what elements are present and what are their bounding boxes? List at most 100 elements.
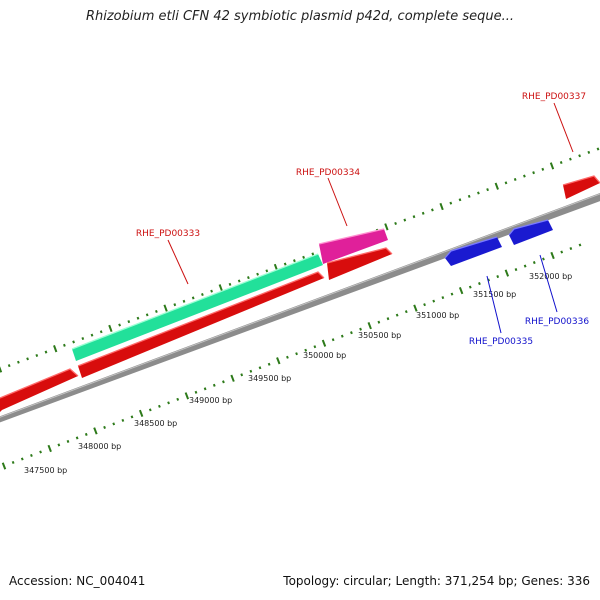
outer-tick <box>163 304 168 312</box>
inner-tick <box>121 418 125 422</box>
outer-tick <box>90 333 94 337</box>
outer-tick <box>532 171 535 175</box>
gene-feature-rhe-pd00333-lower[interactable] <box>77 271 325 378</box>
gene-feature-rhe-pd00334[interactable] <box>318 228 388 264</box>
inner-tick <box>550 251 555 260</box>
inner-tick <box>112 422 116 426</box>
inner-tick <box>569 246 573 251</box>
outer-tick <box>218 284 223 292</box>
position-label: 351000 bp <box>416 311 459 320</box>
inner-tick <box>578 243 582 247</box>
inner-tick <box>75 436 79 440</box>
outer-tick <box>549 162 555 170</box>
gene-label-rhe-pd00334[interactable]: RHE_PD00334 <box>296 168 360 178</box>
outer-tick <box>136 316 140 320</box>
inner-tick <box>240 373 244 377</box>
inner-tick <box>504 269 510 277</box>
outer-tick <box>247 276 250 280</box>
outer-tick <box>569 157 572 161</box>
outer-tick <box>311 252 315 256</box>
outer-tick <box>384 223 389 231</box>
inner-tick <box>158 404 161 408</box>
outer-tick <box>431 208 434 212</box>
outer-tick <box>486 188 489 192</box>
outer-tick <box>587 150 591 154</box>
inner-tick <box>496 275 500 279</box>
gene-feature-rhe-pd00337[interactable] <box>562 175 600 199</box>
inner-tick <box>321 339 327 347</box>
inner-tick <box>542 257 545 261</box>
gene-label-rhe-pd00333[interactable]: RHE_PD00333 <box>136 229 200 239</box>
outer-tick <box>17 360 20 364</box>
inner-tick <box>468 285 472 289</box>
gene-label-rhe-pd00337[interactable]: RHE_PD00337 <box>522 92 586 102</box>
outer-tick <box>394 221 397 225</box>
outer-tick <box>293 259 296 263</box>
inner-tick <box>230 374 235 382</box>
outer-tick <box>504 181 508 185</box>
gene-feature-rhe-pd00333[interactable] <box>71 253 323 361</box>
outer-tick <box>302 255 305 259</box>
sequence-backbone <box>0 193 600 423</box>
inner-tick <box>47 444 52 453</box>
outer-tick <box>412 215 416 219</box>
inner-tick <box>184 392 190 400</box>
position-label: 352000 bp <box>529 272 572 281</box>
gene-label-rhe-pd00336[interactable]: RHE_PD00336 <box>525 317 589 327</box>
inner-tick <box>138 409 144 418</box>
inner-tick <box>331 338 335 342</box>
inner-tick <box>222 380 225 384</box>
outer-tick <box>182 299 186 303</box>
outer-tick <box>403 218 407 222</box>
inner-tick <box>523 264 527 268</box>
outer-tick <box>118 323 121 327</box>
inner-tick <box>167 401 170 405</box>
inner-tick <box>286 355 289 359</box>
inner-tick <box>304 348 308 352</box>
inner-tick-ring <box>1 243 582 470</box>
inner-tick <box>176 397 180 401</box>
outer-tick <box>439 202 444 211</box>
outer-tick <box>145 313 149 317</box>
outer-tick <box>127 320 131 324</box>
position-label: 349000 bp <box>189 396 232 405</box>
inner-tick <box>478 282 481 286</box>
outer-tick <box>44 350 48 354</box>
inner-tick <box>30 453 33 458</box>
outer-tick <box>81 337 85 341</box>
outer-tick <box>72 340 75 344</box>
inner-tick <box>532 261 536 265</box>
inner-tick <box>194 390 198 394</box>
leader-line-rhe-pd00333 <box>167 239 189 285</box>
outer-tick <box>0 366 3 373</box>
inner-tick <box>130 415 134 419</box>
position-label: 347500 bp <box>24 466 67 475</box>
outer-tick <box>237 279 241 283</box>
position-label: 351500 bp <box>473 290 516 299</box>
outer-tick <box>26 357 29 361</box>
outer-tick <box>99 330 103 334</box>
outer-tick <box>467 194 471 198</box>
inner-tick <box>276 357 281 365</box>
gene-feature-rhe-pd00335[interactable] <box>444 236 502 266</box>
leader-line-rhe-pd00336 <box>539 254 558 313</box>
outer-tick <box>477 191 480 195</box>
outer-tick <box>541 167 545 171</box>
inner-tick <box>377 320 381 324</box>
gene-feature-rhe-pd00334-lower[interactable] <box>326 247 393 280</box>
inner-tick <box>103 425 106 429</box>
outer-tick <box>458 198 462 202</box>
outer-tick <box>596 147 600 151</box>
outer-tick <box>210 289 213 293</box>
inner-tick <box>39 450 42 454</box>
gene-label-rhe-pd00335[interactable]: RHE_PD00335 <box>469 337 533 347</box>
inner-tick <box>11 460 15 465</box>
outer-tick <box>108 324 113 333</box>
outer-tick <box>523 174 526 178</box>
gene-feature-left-partial[interactable] <box>0 368 79 412</box>
inner-tick <box>295 352 298 356</box>
outer-tick <box>53 345 58 353</box>
gene-feature-rhe-pd00336[interactable] <box>508 219 553 245</box>
sequence-summary-text: Topology: circular; Length: 371,254 bp; … <box>283 574 590 588</box>
